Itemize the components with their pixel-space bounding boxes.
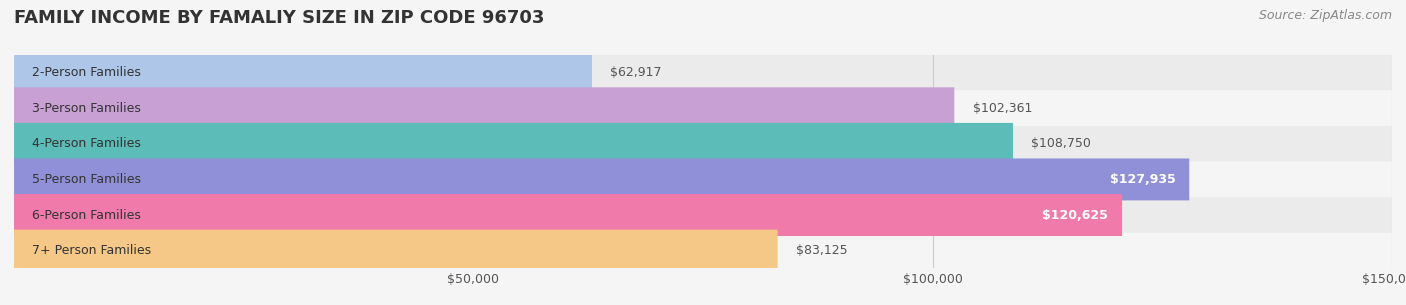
Text: 7+ Person Families: 7+ Person Families [32,244,152,257]
Text: 5-Person Families: 5-Person Families [32,173,142,186]
Text: FAMILY INCOME BY FAMALIY SIZE IN ZIP CODE 96703: FAMILY INCOME BY FAMALIY SIZE IN ZIP COD… [14,9,544,27]
FancyBboxPatch shape [14,52,592,94]
FancyBboxPatch shape [14,197,1392,233]
Text: 3-Person Families: 3-Person Families [32,102,142,115]
FancyBboxPatch shape [14,91,1392,126]
FancyBboxPatch shape [14,162,1392,197]
FancyBboxPatch shape [14,87,955,129]
Text: $108,750: $108,750 [1032,137,1091,150]
Text: 2-Person Families: 2-Person Families [32,66,142,79]
FancyBboxPatch shape [14,126,1392,162]
Text: 4-Person Families: 4-Person Families [32,137,142,150]
FancyBboxPatch shape [14,159,1189,200]
FancyBboxPatch shape [14,233,1392,268]
FancyBboxPatch shape [14,55,1392,91]
FancyBboxPatch shape [14,123,1014,165]
Text: 6-Person Families: 6-Person Families [32,209,142,221]
Text: $102,361: $102,361 [973,102,1032,115]
FancyBboxPatch shape [14,194,1122,236]
Text: $127,935: $127,935 [1109,173,1175,186]
Text: $120,625: $120,625 [1042,209,1108,221]
Text: $83,125: $83,125 [796,244,848,257]
Text: Source: ZipAtlas.com: Source: ZipAtlas.com [1258,9,1392,22]
FancyBboxPatch shape [14,230,778,271]
Text: $62,917: $62,917 [610,66,662,79]
